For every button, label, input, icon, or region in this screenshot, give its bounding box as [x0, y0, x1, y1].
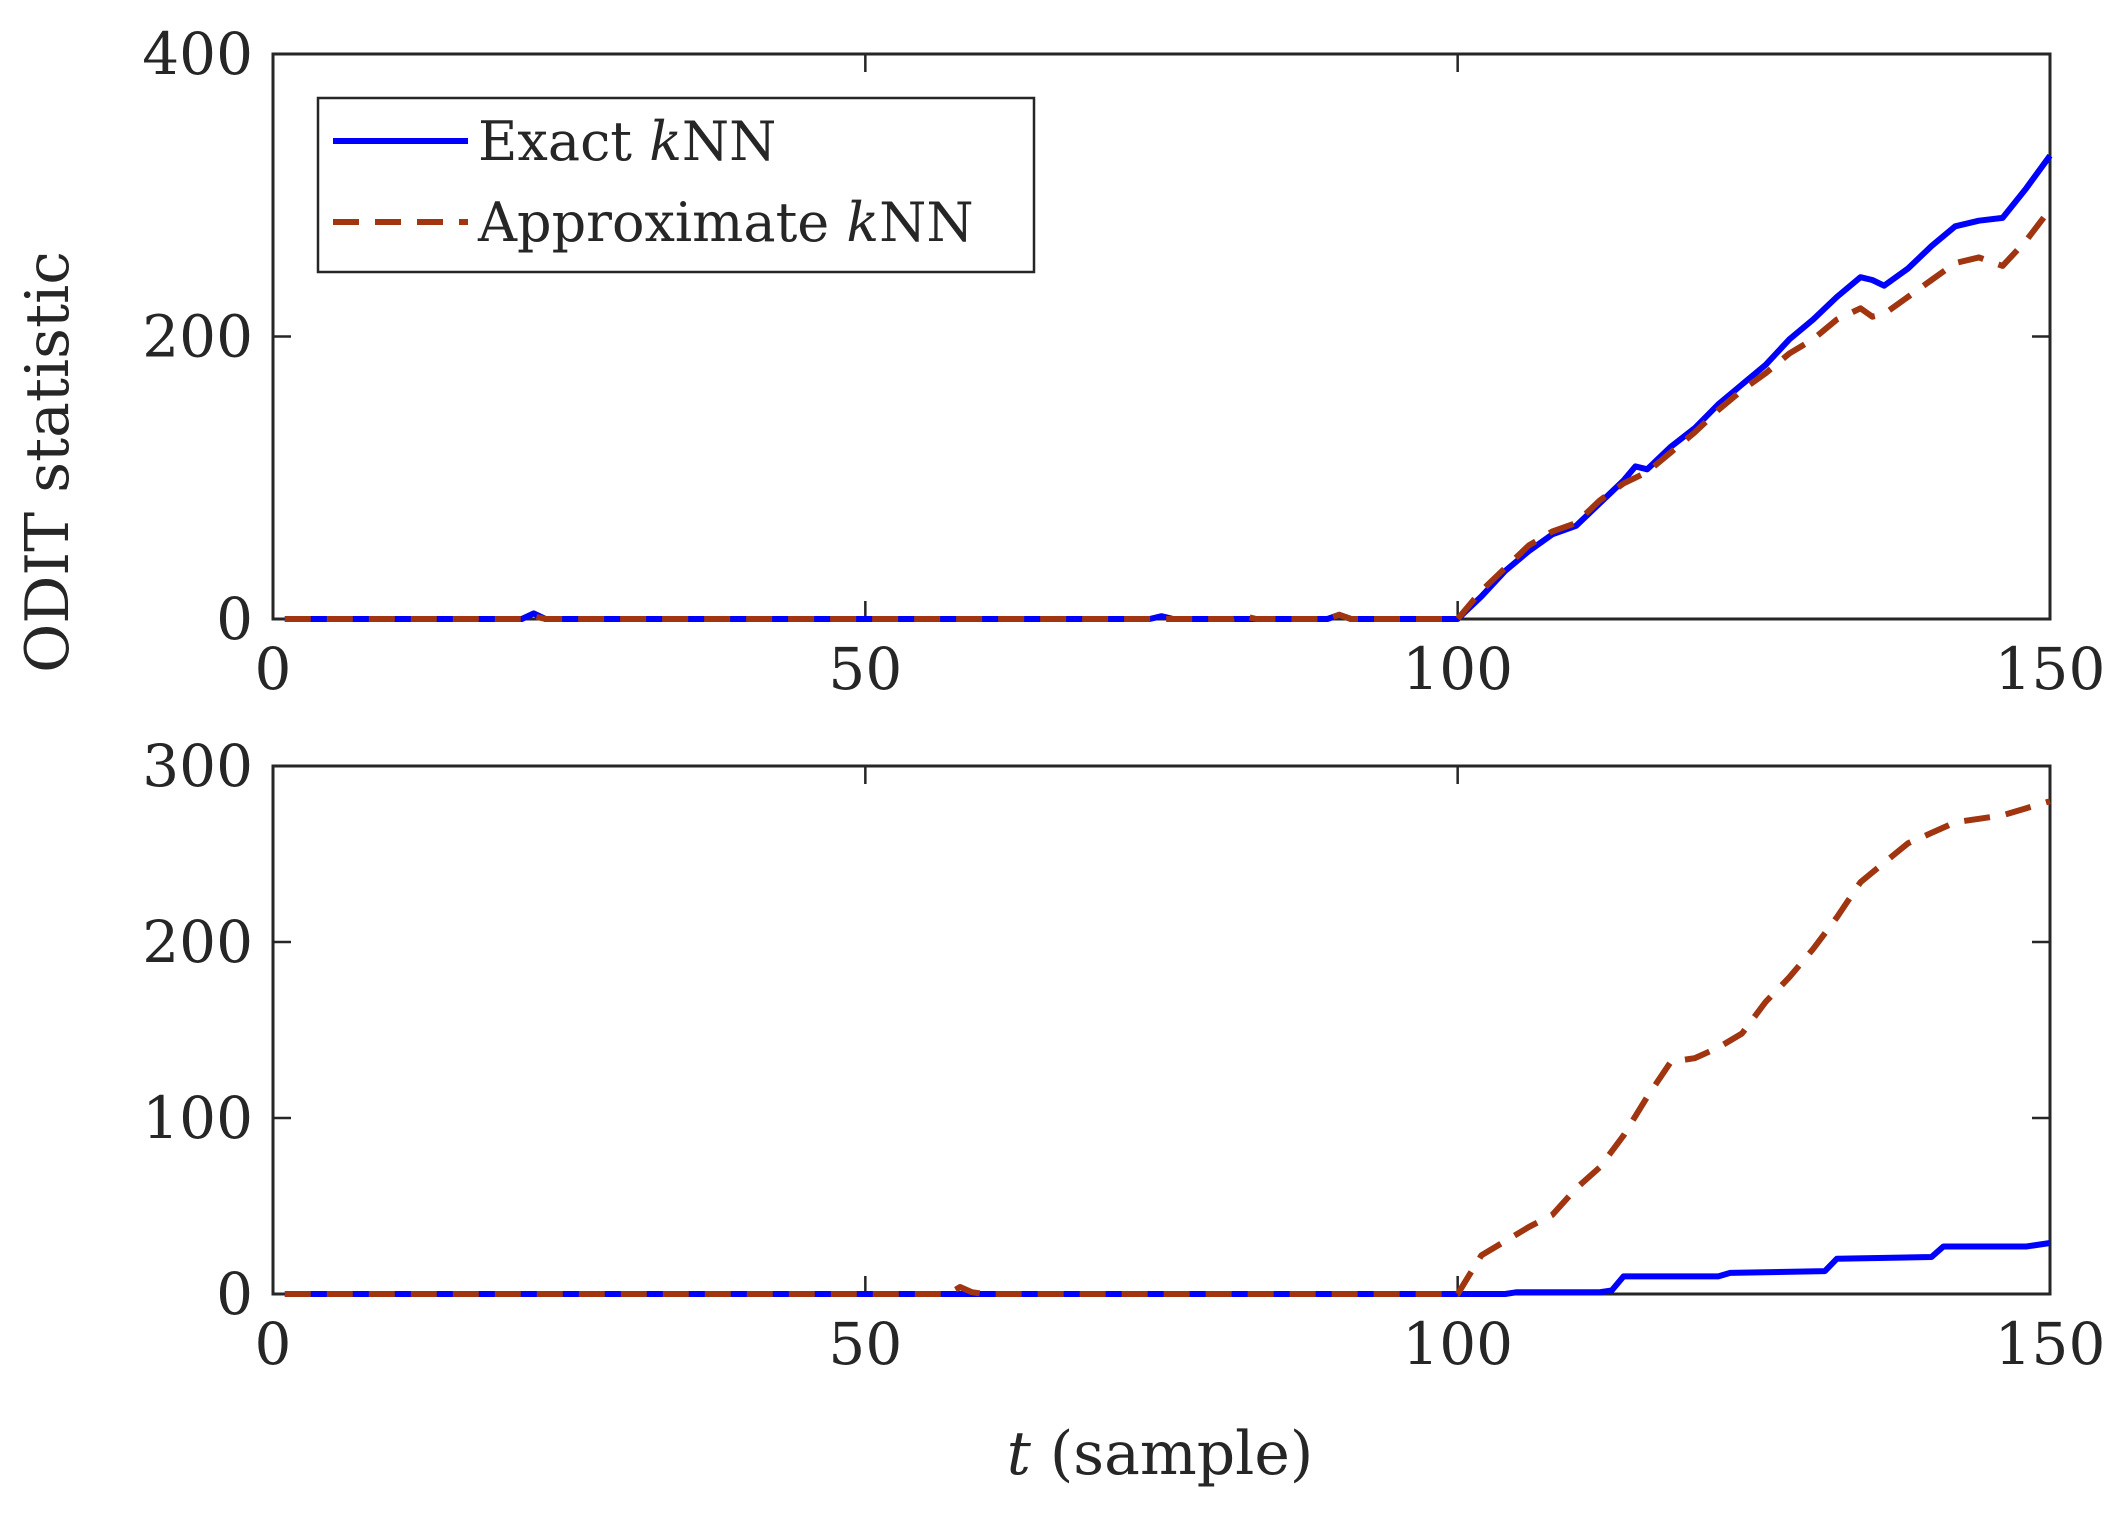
panel-bottom-ytick-label-3: 300	[142, 732, 253, 800]
panel-bottom-ytick-label-0: 0	[216, 1260, 253, 1328]
panel-top-xtick-label-2: 100	[1402, 635, 1513, 703]
panel-bottom-series	[284, 798, 2051, 1297]
panel-bottom-xtick-label-3: 150	[1995, 1310, 2106, 1378]
panel-top-tick-labels: 0 50 100 150 0 200 400	[142, 20, 2105, 703]
legend: Exact kNN Approximate kNN	[316, 96, 1036, 274]
panel-bottom-ticks	[271, 764, 2052, 1296]
legend-label-exact: Exact kNN	[478, 110, 776, 173]
panel-top-ytick-label-0: 0	[216, 585, 253, 653]
x-axis-label: t (sample)	[1007, 1419, 1314, 1489]
panel-bottom-series-approximate-line	[284, 798, 2051, 1297]
legend-box	[316, 96, 1036, 274]
panel-bottom-ytick-label-1: 100	[142, 1084, 253, 1152]
panel-bottom-xtick-label-0: 0	[255, 1310, 292, 1378]
panel-top-ytick-label-2: 400	[142, 20, 253, 88]
panel-top-series-exact-line	[284, 153, 2053, 622]
panel-top-xtick-label-3: 150	[1995, 635, 2106, 703]
panel-top-xtick-label-1: 50	[828, 635, 902, 703]
panel-top-ytick-label-1: 200	[142, 303, 253, 371]
panel-bottom-axes	[271, 764, 2052, 1296]
panel-top-series-approximate-line	[284, 207, 2053, 622]
y-axis-label: ODIT statistic	[13, 251, 83, 673]
panel-bottom-xtick-label-2: 100	[1402, 1310, 1513, 1378]
panel-bottom: 0 50 100 150 0 100 200 300	[142, 732, 2105, 1378]
panel-top-series	[284, 153, 2053, 622]
panel-bottom-series-exact-line	[284, 1240, 2051, 1297]
panel-top-ticks	[271, 52, 2052, 621]
panel-bottom-ytick-label-2: 200	[142, 908, 253, 976]
panel-top-xtick-label-0: 0	[255, 635, 292, 703]
panel-bottom-tick-labels: 0 50 100 150 0 100 200 300	[142, 732, 2105, 1378]
legend-label-approx: Approximate kNN	[477, 191, 974, 254]
panel-bottom-xtick-label-1: 50	[828, 1310, 902, 1378]
